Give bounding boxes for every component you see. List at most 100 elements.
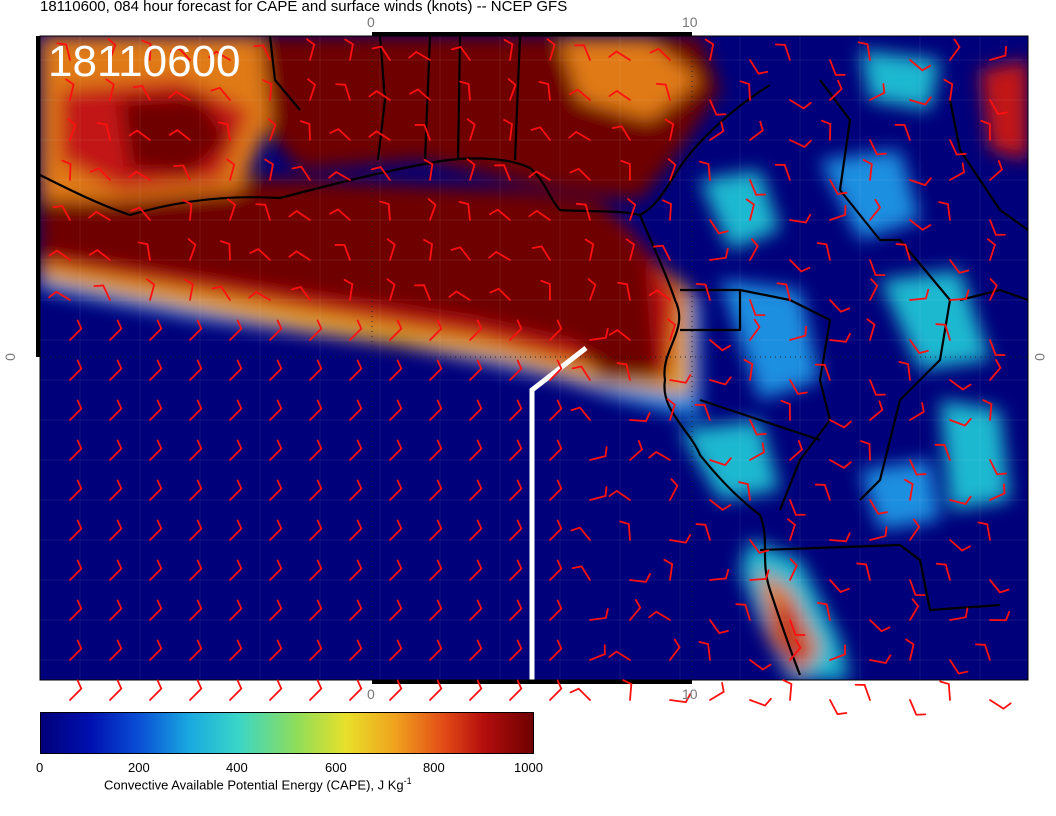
wind-barb: [227, 198, 237, 221]
wind-barb: [789, 440, 804, 461]
wind-barb: [389, 559, 403, 581]
wind-barb: [977, 521, 991, 541]
wind-barb: [309, 439, 323, 461]
wind-barb: [189, 519, 203, 541]
wind-barb: [829, 299, 851, 313]
cape-colorbar: [40, 712, 534, 754]
wind-barb: [652, 244, 671, 261]
wind-barb: [739, 80, 751, 101]
wind-barb: [789, 213, 812, 224]
wind-barb: [309, 679, 323, 701]
wind-barb: [617, 281, 631, 301]
wind-barb: [816, 242, 831, 261]
wind-barb: [698, 160, 711, 181]
wind-barb: [128, 129, 151, 141]
wind-barb: [904, 478, 914, 501]
wind-barb: [109, 639, 123, 661]
wind-barb: [869, 654, 892, 664]
wind-barb: [709, 681, 725, 701]
wind-barb: [949, 38, 961, 61]
wind-barb: [269, 439, 283, 461]
track-line: [529, 346, 588, 680]
wind-barb: [389, 519, 403, 541]
wind-barb: [909, 219, 932, 231]
wind-barb: [169, 47, 191, 61]
wind-barb: [869, 526, 888, 541]
wind-barb: [344, 38, 354, 61]
wind-barb: [458, 200, 471, 221]
wind-barb: [869, 278, 879, 301]
wind-barb: [349, 599, 363, 621]
wind-barb: [664, 118, 675, 141]
wind-barb: [509, 639, 523, 661]
wind-barb: [829, 644, 846, 661]
wind-barb: [905, 638, 915, 661]
wind-barb: [149, 479, 163, 501]
wind-barb: [749, 697, 772, 707]
wind-barb: [829, 79, 843, 101]
wind-barb: [775, 43, 791, 61]
wind-barb: [704, 38, 715, 61]
wind-barb: [549, 479, 563, 501]
wind-barb: [627, 198, 637, 221]
wind-barb: [349, 479, 363, 501]
wind-barb: [109, 439, 123, 461]
wind-barb: [814, 483, 831, 501]
wind-barb: [229, 599, 243, 621]
wind-barb: [549, 439, 563, 461]
wind-barb: [149, 439, 163, 461]
wind-barb: [789, 499, 806, 516]
wind-barb: [208, 50, 231, 61]
wind-barb: [248, 290, 271, 301]
wind-barb: [909, 401, 925, 421]
bottom-tick-0: 0: [367, 686, 375, 702]
wind-barb: [898, 361, 911, 381]
wind-barb: [589, 446, 608, 461]
wind-barb: [782, 679, 793, 701]
wind-barb: [249, 247, 271, 261]
wind-barb: [137, 241, 151, 261]
wind-barb: [469, 399, 483, 421]
wind-barb: [149, 599, 163, 621]
wind-barb: [509, 559, 523, 581]
wind-barb: [789, 558, 798, 581]
wind-barb: [989, 99, 1008, 115]
wind-barb: [949, 495, 972, 506]
wind-barb: [789, 259, 811, 273]
wind-barb: [709, 219, 729, 235]
wind-barb: [509, 359, 523, 381]
wind-barb: [648, 450, 671, 461]
wind-barb: [149, 559, 163, 581]
wind-barb: [379, 200, 391, 221]
wind-barb: [509, 319, 523, 341]
wind-barb: [168, 90, 191, 101]
wind-barb: [210, 86, 231, 101]
wind-barb: [229, 439, 243, 461]
wind-barb: [423, 238, 433, 261]
wind-barb: [789, 325, 808, 341]
wind-barb: [509, 599, 523, 621]
wind-barb: [459, 80, 471, 101]
wind-barb: [549, 399, 563, 421]
wind-barb: [789, 639, 802, 661]
wind-barb: [168, 129, 191, 141]
wind-barb: [389, 399, 403, 421]
wind-barb: [146, 278, 156, 301]
wind-barb: [571, 365, 591, 381]
wind-barb: [105, 78, 115, 101]
wind-barb: [549, 599, 563, 621]
wind-barb: [288, 250, 311, 261]
wind-barb: [608, 329, 631, 341]
wind-barb: [88, 249, 111, 261]
wind-barb: [69, 559, 83, 581]
wind-barb: [530, 126, 551, 141]
wind-barb: [269, 519, 283, 541]
wind-barb: [329, 208, 351, 221]
wind-barb: [909, 579, 926, 597]
wind-barb: [269, 479, 283, 501]
wind-barb: [448, 290, 471, 301]
wind-barb: [789, 619, 806, 636]
wind-barb: [989, 45, 1008, 61]
colorbar-title-text: Convective Available Potential Energy (C…: [104, 777, 404, 793]
wind-barb: [269, 559, 283, 581]
